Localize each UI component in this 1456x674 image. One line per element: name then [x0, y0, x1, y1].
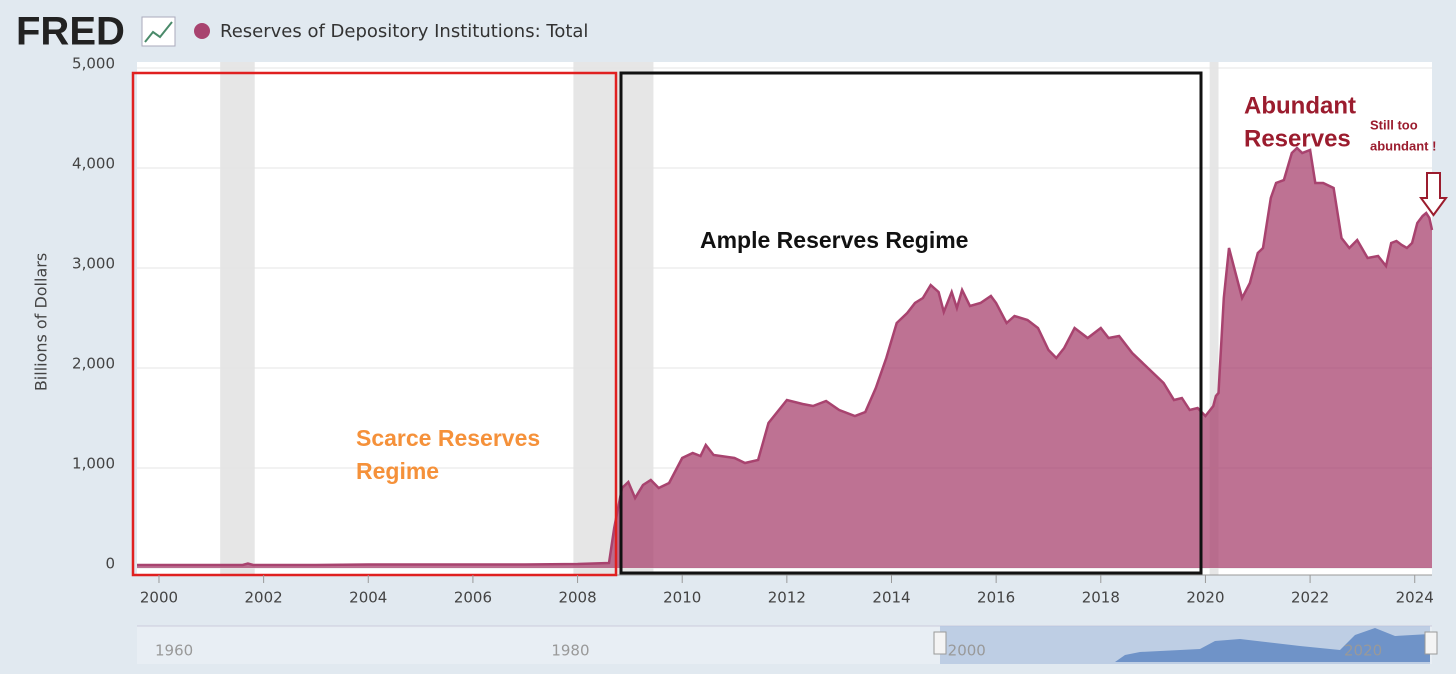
x-tick-label: 2022: [1291, 589, 1329, 607]
x-tick-label: 2004: [349, 589, 387, 607]
annotation-still: abundant !: [1370, 138, 1436, 153]
annotation-arrow: [1419, 172, 1448, 217]
annotation-abundant: Reserves: [1244, 125, 1351, 152]
y-tick-label: 2,000: [72, 355, 115, 373]
x-tick-label: 2000: [140, 589, 178, 607]
navigator-labels: 1960 1980 2000 2020: [155, 642, 1382, 660]
x-tick-label: 2024: [1396, 589, 1434, 607]
x-tick-label: 2018: [1082, 589, 1120, 607]
y-tick-label: 4,000: [72, 155, 115, 173]
annotation-scarce: Scarce Reserves: [356, 425, 540, 451]
navigator-tick-label: 1980: [551, 642, 589, 660]
scarce-box: [131, 71, 618, 577]
annotation-abundant: Abundant: [1244, 92, 1356, 119]
navigator-series: [137, 628, 1430, 662]
navigator-handle[interactable]: [1424, 631, 1438, 655]
x-tick-label: 2006: [454, 589, 492, 607]
y-tick-label: 3,000: [72, 255, 115, 273]
logo-icon: [141, 16, 176, 47]
navigator-tick-label: 1960: [155, 642, 193, 660]
navigator: [137, 625, 1438, 664]
recession-band: [220, 62, 255, 575]
logo-icon-line: [144, 21, 173, 43]
x-tick-label: 2020: [1186, 589, 1224, 607]
y-tick-label: 0: [105, 555, 115, 573]
series-area: [137, 148, 1432, 568]
x-tick-label: 2016: [977, 589, 1015, 607]
legend-label: Reserves of Depository Institutions: Tot…: [220, 21, 588, 42]
x-tick-label: 2014: [872, 589, 910, 607]
series-line: [137, 146, 1434, 567]
navigator-handle[interactable]: [933, 631, 947, 655]
annotation-scarce: Regime: [356, 458, 439, 484]
x-tick-label: 2008: [558, 589, 596, 607]
annotation-ample: Ample Reserves Regime: [700, 227, 968, 253]
navigator-tick-label: 2020: [1344, 642, 1382, 660]
y-tick-label: 1,000: [72, 455, 115, 473]
y-tick-label: 5,000: [72, 55, 115, 73]
brand-logo[interactable]: FRED: [16, 10, 125, 54]
ample-box: [619, 71, 1203, 575]
x-tick-label: 2002: [245, 589, 283, 607]
legend-marker: [194, 23, 210, 39]
recession-band: [1209, 62, 1219, 575]
y-axis-label: Billions of Dollars: [32, 253, 51, 391]
area-layer: [137, 146, 1434, 568]
logo-icon-frame: [141, 16, 176, 47]
annotation-still: Still too: [1370, 117, 1418, 132]
navigator-tick-label: 2000: [948, 642, 986, 660]
x-tick-label: 2010: [663, 589, 701, 607]
x-tick-label: 2012: [768, 589, 806, 607]
